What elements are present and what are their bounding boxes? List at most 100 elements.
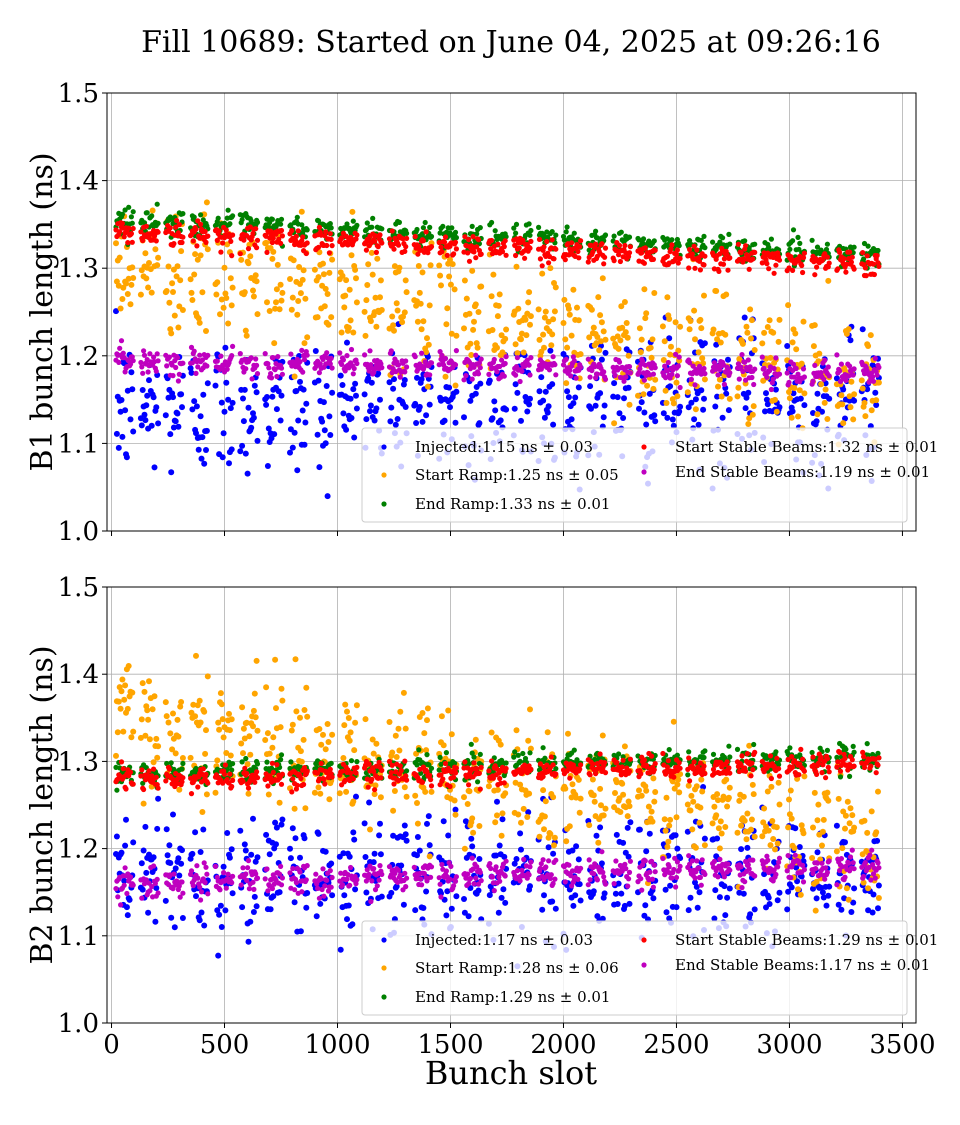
- point-injected: [203, 447, 209, 453]
- point-end_stable: [269, 375, 274, 380]
- point-start_ramp: [247, 752, 253, 758]
- point-start_ramp: [649, 355, 655, 361]
- point-end_ramp: [227, 221, 232, 226]
- point-start_stable: [643, 245, 648, 250]
- point-injected: [777, 890, 783, 896]
- point-start_stable: [404, 236, 409, 241]
- point-start_ramp: [859, 377, 865, 383]
- point-start_ramp: [176, 787, 182, 793]
- point-start_ramp: [429, 789, 435, 795]
- point-end_stable: [851, 372, 856, 377]
- point-start_ramp: [596, 347, 602, 353]
- point-start_ramp: [723, 292, 729, 298]
- panel-b1: 1.01.11.21.31.41.5B1 bunch length (ns)In…: [25, 79, 938, 547]
- point-start_ramp: [524, 814, 530, 820]
- point-injected: [527, 883, 533, 889]
- point-injected: [626, 385, 632, 391]
- point-start_ramp: [603, 337, 609, 343]
- legend-label-start_stable: Start Stable Beams:1.32 ns ± 0.01: [675, 438, 938, 456]
- point-start_ramp: [790, 339, 796, 345]
- point-injected: [352, 886, 358, 892]
- point-start_ramp: [525, 738, 531, 744]
- point-start_ramp: [665, 839, 671, 845]
- point-start_stable: [843, 270, 848, 275]
- point-injected: [876, 883, 882, 889]
- point-start_stable: [603, 246, 608, 251]
- point-start_ramp: [246, 791, 252, 797]
- point-injected: [218, 903, 224, 909]
- point-start_ramp: [275, 262, 281, 268]
- point-injected: [725, 357, 731, 363]
- point-start_ramp: [545, 729, 551, 735]
- point-injected: [686, 907, 692, 913]
- point-end_stable: [470, 377, 475, 382]
- point-start_ramp: [627, 803, 633, 809]
- point-start_stable: [544, 239, 549, 244]
- point-start_ramp: [823, 387, 829, 393]
- point-start_ramp: [603, 806, 609, 812]
- point-injected: [814, 895, 820, 901]
- point-injected: [163, 898, 169, 904]
- point-injected: [316, 378, 322, 384]
- point-end_stable: [568, 373, 573, 378]
- point-start_ramp: [464, 296, 470, 302]
- point-start_ramp: [339, 330, 345, 336]
- point-start_ramp: [449, 731, 455, 737]
- point-injected: [642, 902, 648, 908]
- point-start_ramp: [547, 265, 553, 271]
- point-injected: [199, 434, 205, 440]
- point-injected: [354, 406, 360, 412]
- point-start_ramp: [770, 836, 776, 842]
- point-start_stable: [864, 273, 869, 278]
- point-start_stable: [495, 242, 500, 247]
- point-end_ramp: [453, 230, 458, 235]
- point-injected: [527, 396, 533, 402]
- point-start_ramp: [402, 784, 408, 790]
- point-injected: [415, 834, 421, 840]
- point-start_ramp: [326, 270, 332, 276]
- point-start_ramp: [142, 250, 148, 256]
- point-end_ramp: [149, 213, 154, 218]
- point-injected: [295, 418, 301, 424]
- point-start_ramp: [377, 294, 383, 300]
- point-end_ramp: [438, 755, 443, 760]
- point-start_ramp: [840, 420, 846, 426]
- point-injected: [543, 389, 549, 395]
- point-start_ramp: [300, 277, 306, 283]
- point-start_ramp: [475, 345, 481, 351]
- point-start_ramp: [177, 277, 183, 283]
- point-end_ramp: [145, 210, 150, 215]
- point-injected: [727, 886, 733, 892]
- point-start_ramp: [637, 325, 643, 331]
- point-start_stable: [229, 253, 234, 258]
- point-end_stable: [810, 379, 815, 384]
- point-start_ramp: [340, 755, 346, 761]
- point-start_ramp: [346, 715, 352, 721]
- point-start_ramp: [486, 783, 492, 789]
- point-injected: [216, 912, 222, 918]
- point-injected: [279, 822, 285, 828]
- point-injected: [129, 386, 135, 392]
- point-injected: [651, 412, 657, 418]
- point-end_stable: [752, 367, 757, 372]
- point-end_stable: [404, 364, 409, 369]
- point-end_stable: [701, 366, 706, 371]
- point-injected: [323, 849, 329, 855]
- point-start_stable: [522, 256, 527, 261]
- point-injected: [404, 838, 410, 844]
- point-end_stable: [155, 351, 160, 356]
- point-start_stable: [280, 233, 285, 238]
- point-start_ramp: [641, 286, 647, 292]
- point-start_ramp: [425, 705, 431, 711]
- point-injected: [368, 403, 374, 409]
- point-end_stable: [329, 356, 334, 361]
- point-start_stable: [551, 256, 556, 261]
- point-start_ramp: [204, 199, 210, 205]
- point-start_stable: [675, 247, 680, 252]
- point-injected: [294, 467, 300, 473]
- point-injected: [178, 391, 184, 397]
- point-start_ramp: [727, 396, 733, 402]
- point-start_ramp: [539, 271, 545, 277]
- point-start_ramp: [399, 319, 405, 325]
